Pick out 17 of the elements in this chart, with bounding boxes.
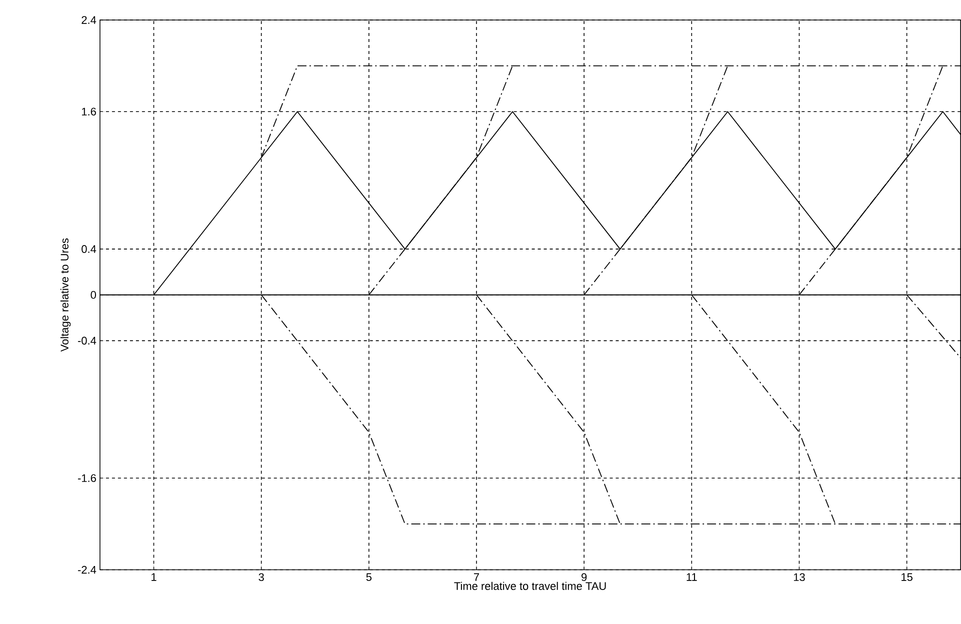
x-tick-label: 1 [152,573,156,581]
x-tick-label: 7 [474,573,479,581]
x-tick-label: 13 [794,573,805,582]
x-tick-label: 15 [902,573,912,582]
y-tick-label: -0.4 [78,336,96,345]
x-tick-label: 3 [258,573,264,582]
y-tick-label: -2.4 [78,566,96,574]
y-tick-label: 1.6 [82,108,96,116]
x-tick-label: 5 [366,573,372,582]
y-tick-label: 2.4 [82,16,96,24]
y-axis-title: Voltage relative to Ures [60,238,71,352]
x-axis-title: Time relative to travel time TAU [454,582,606,590]
y-tick-label: 0.4 [82,245,96,254]
y-tick-label: 0 [90,291,96,299]
x-tick-label: 9 [582,573,587,582]
x-tick-label: 11 [686,573,697,581]
y-tick-label: -1.6 [78,474,96,482]
